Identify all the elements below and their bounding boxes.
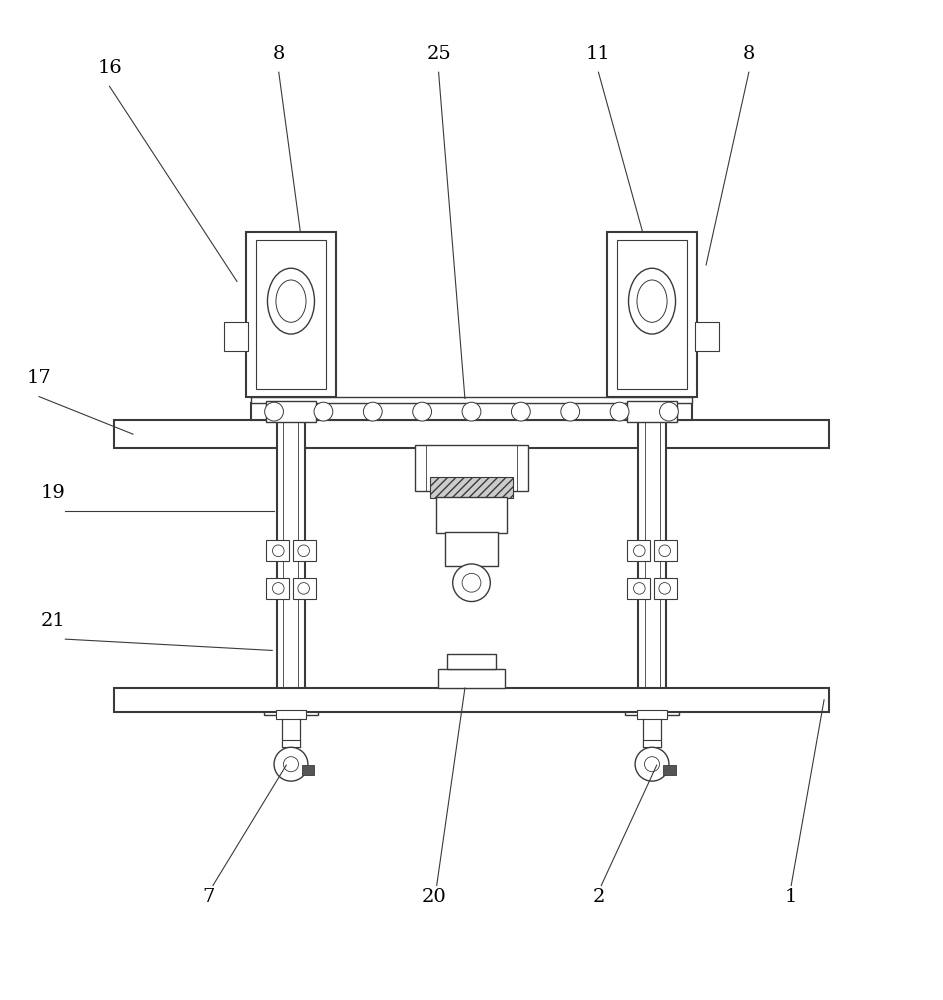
- Text: 7: 7: [202, 888, 214, 906]
- Text: 19: 19: [41, 484, 66, 502]
- Bar: [246, 232, 336, 397]
- Bar: [436, 497, 507, 533]
- Bar: [653, 578, 677, 599]
- Text: 2: 2: [592, 888, 604, 906]
- Bar: [264, 698, 318, 715]
- Bar: [430, 477, 513, 498]
- Bar: [251, 397, 692, 403]
- Circle shape: [659, 402, 678, 421]
- Circle shape: [273, 583, 284, 594]
- Bar: [445, 532, 498, 566]
- Text: 11: 11: [586, 45, 611, 63]
- Bar: [617, 240, 687, 389]
- Circle shape: [298, 545, 309, 557]
- Circle shape: [298, 583, 309, 594]
- Circle shape: [511, 402, 530, 421]
- Bar: [266, 578, 290, 599]
- Ellipse shape: [629, 268, 675, 334]
- Circle shape: [610, 402, 629, 421]
- Bar: [415, 445, 528, 491]
- Bar: [282, 740, 301, 747]
- Text: 16: 16: [97, 59, 122, 77]
- Circle shape: [314, 402, 333, 421]
- Circle shape: [274, 747, 308, 781]
- Bar: [607, 232, 697, 397]
- Bar: [276, 710, 306, 719]
- Circle shape: [644, 757, 659, 772]
- Circle shape: [265, 402, 284, 421]
- Bar: [653, 540, 677, 561]
- Bar: [637, 710, 667, 719]
- Text: 25: 25: [426, 45, 451, 63]
- Bar: [438, 669, 505, 688]
- Text: 8: 8: [273, 45, 285, 63]
- Ellipse shape: [268, 268, 314, 334]
- Bar: [114, 420, 829, 448]
- Circle shape: [462, 402, 481, 421]
- Bar: [277, 420, 306, 702]
- Bar: [627, 401, 677, 422]
- Circle shape: [635, 747, 669, 781]
- Bar: [223, 322, 248, 351]
- Circle shape: [462, 573, 481, 592]
- Circle shape: [634, 545, 645, 557]
- Text: 20: 20: [422, 888, 446, 906]
- Circle shape: [453, 564, 490, 602]
- Bar: [627, 578, 650, 599]
- Bar: [293, 540, 316, 561]
- Bar: [266, 540, 290, 561]
- Bar: [642, 740, 661, 747]
- Text: 8: 8: [743, 45, 755, 63]
- Text: 1: 1: [785, 888, 798, 906]
- Bar: [447, 654, 496, 669]
- Circle shape: [659, 583, 670, 594]
- Bar: [637, 420, 666, 702]
- Circle shape: [284, 757, 299, 772]
- Bar: [251, 403, 692, 420]
- Bar: [663, 765, 675, 775]
- Bar: [266, 401, 316, 422]
- Bar: [627, 540, 650, 561]
- Circle shape: [561, 402, 580, 421]
- Ellipse shape: [637, 280, 667, 322]
- Bar: [695, 322, 720, 351]
- Circle shape: [413, 402, 432, 421]
- Text: 17: 17: [26, 369, 51, 387]
- Bar: [303, 765, 314, 775]
- Bar: [114, 688, 829, 712]
- Circle shape: [634, 583, 645, 594]
- Bar: [625, 698, 679, 715]
- Circle shape: [273, 545, 284, 557]
- Circle shape: [659, 545, 670, 557]
- Bar: [256, 240, 326, 389]
- Text: 21: 21: [41, 612, 65, 630]
- Circle shape: [363, 402, 382, 421]
- Bar: [293, 578, 316, 599]
- Ellipse shape: [276, 280, 306, 322]
